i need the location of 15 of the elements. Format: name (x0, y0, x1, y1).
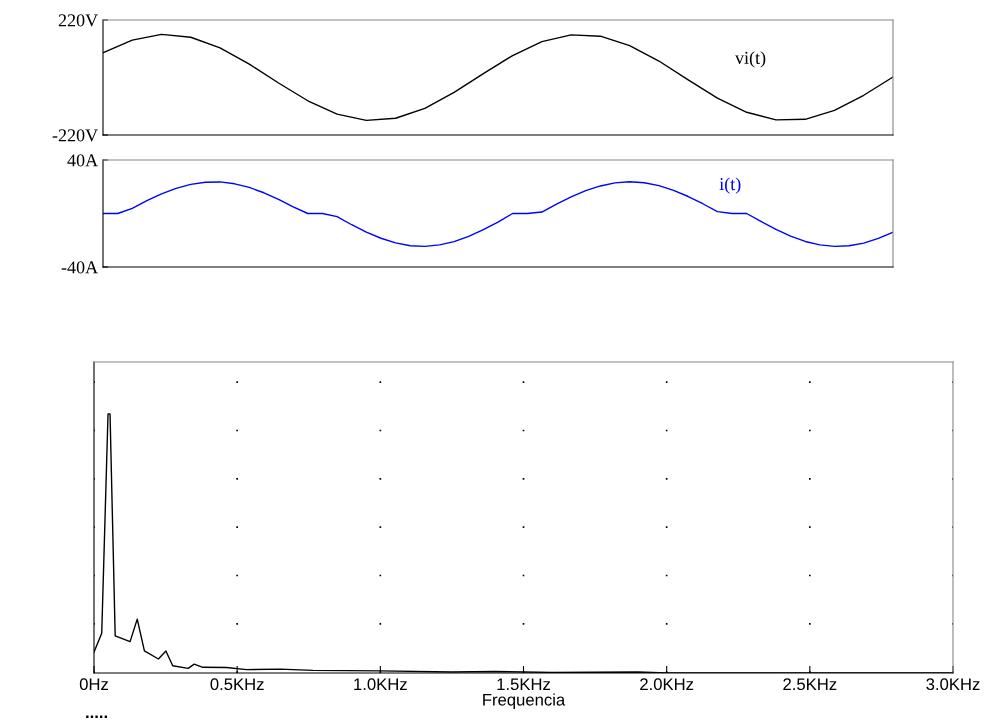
x-tick-label: 1.0KHz (354, 678, 407, 691)
x-tick-label: 0Hz (79, 678, 108, 691)
series-label: i(t) (719, 177, 741, 194)
y-tick-label: -220V (52, 129, 98, 142)
y-tick-label: 40A (67, 154, 99, 167)
x-tick-label: 2.0KHz (640, 678, 694, 691)
x-axis-title: Frequencia (483, 693, 566, 709)
x-tick-label: 0.5KHz (210, 678, 264, 691)
series-label: vi(t) (735, 51, 766, 68)
x-tick-label: 3.0KHz (926, 678, 980, 691)
x-tick-label: 1.5KHz (497, 678, 550, 691)
y-tick-label: -40A (61, 261, 99, 274)
x-tick-label: 2.5KHz (783, 678, 837, 691)
text: ..... (86, 715, 108, 718)
y-tick-label: 220V (58, 14, 98, 27)
